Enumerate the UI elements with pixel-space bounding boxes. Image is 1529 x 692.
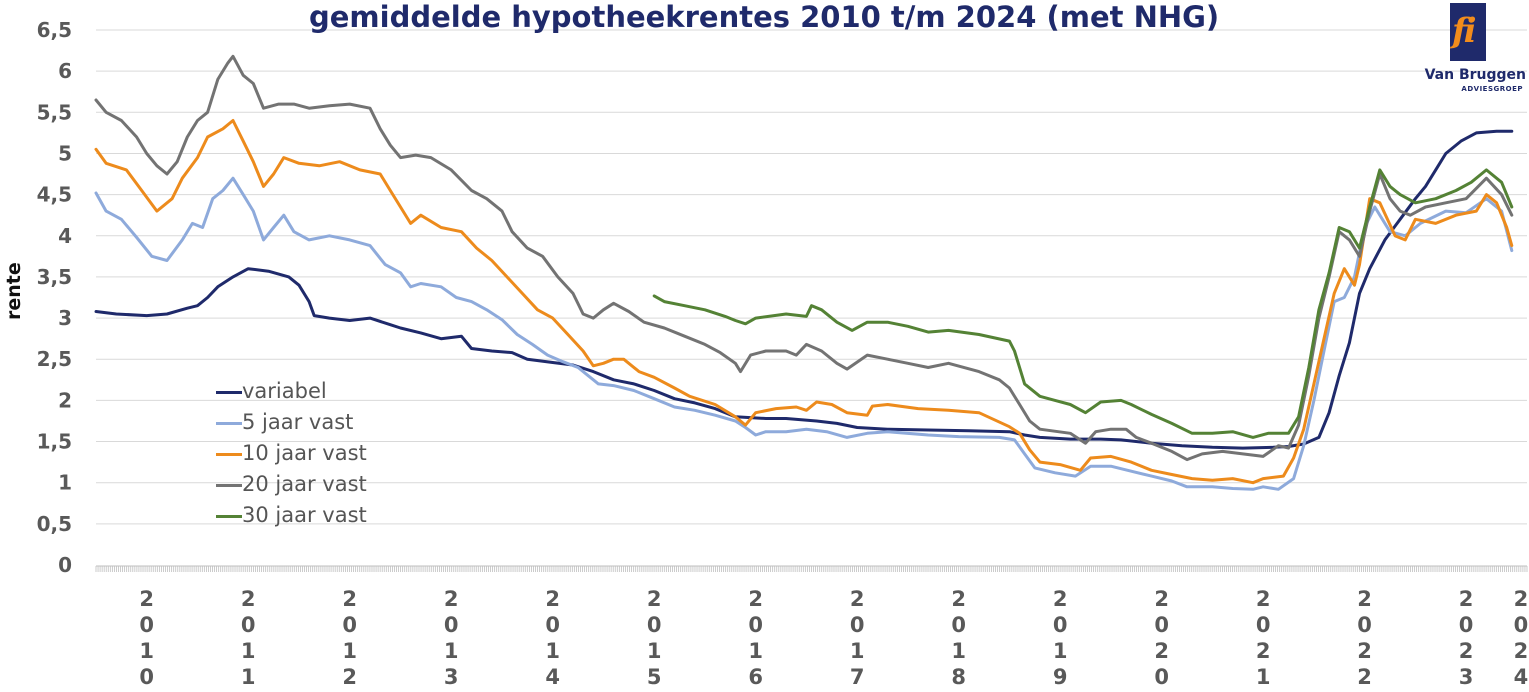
legend-label: 20 jaar vast bbox=[242, 472, 367, 496]
y-tick-label: 5 bbox=[58, 141, 72, 165]
legend-label: 10 jaar vast bbox=[242, 441, 367, 465]
logo-mark-text: fi bbox=[1452, 11, 1476, 51]
logo-name: Van Bruggen bbox=[1424, 67, 1526, 83]
y-tick-label: 2,5 bbox=[37, 347, 72, 371]
y-tick-label: 5,5 bbox=[37, 100, 72, 124]
x-axis: 2 0 1 0 2 0 1 1 2 0 1 2 2 0 1 3 2 0 1 4 2 0 1 5 2 0 1 6 2 0 1 7 2 0 1 8 2 0 1 9… bbox=[95, 565, 1529, 689]
legend-label: variabel bbox=[242, 379, 327, 403]
y-tick-label: 6,5 bbox=[37, 18, 72, 42]
brand-logo: fi Van Bruggen ADVIESGROEP bbox=[1408, 3, 1526, 95]
y-tick-label: 0,5 bbox=[37, 512, 72, 536]
series-line bbox=[94, 54, 1514, 462]
y-tick-label: 4,5 bbox=[37, 183, 72, 207]
logo-subtitle: ADVIESGROEP bbox=[1461, 85, 1523, 93]
legend-swatch bbox=[216, 422, 242, 425]
y-tick-label: 1 bbox=[58, 471, 72, 495]
chart-title: gemiddelde hypotheekrentes 2010 t/m 2024… bbox=[309, 0, 1220, 34]
y-tick-label: 4 bbox=[58, 224, 72, 248]
y-axis: 0 0,5 1 1,5 2 2,5 3 3,5 4 4,5 5 5,5 6 6,5 bbox=[37, 18, 72, 577]
series-line bbox=[94, 176, 1514, 491]
y-tick-label: 6 bbox=[58, 59, 72, 83]
y-tick-label: 0 bbox=[58, 553, 72, 577]
legend-swatch bbox=[216, 484, 242, 487]
y-axis-label: rente bbox=[3, 262, 25, 320]
series-line bbox=[652, 168, 1514, 439]
y-tick-label: 2 bbox=[58, 388, 72, 412]
series-line bbox=[94, 119, 1514, 485]
legend-swatch bbox=[216, 391, 242, 394]
legend-swatch bbox=[216, 515, 242, 518]
series-lines bbox=[94, 54, 1514, 491]
legend-label: 5 jaar vast bbox=[242, 410, 354, 434]
y-tick-label: 3,5 bbox=[37, 265, 72, 289]
y-tick-label: 3 bbox=[58, 306, 72, 330]
legend-label: 30 jaar vast bbox=[242, 503, 367, 527]
logo-mark: fi bbox=[1450, 3, 1486, 61]
y-tick-label: 1,5 bbox=[37, 430, 72, 454]
legend-swatch bbox=[216, 453, 242, 456]
